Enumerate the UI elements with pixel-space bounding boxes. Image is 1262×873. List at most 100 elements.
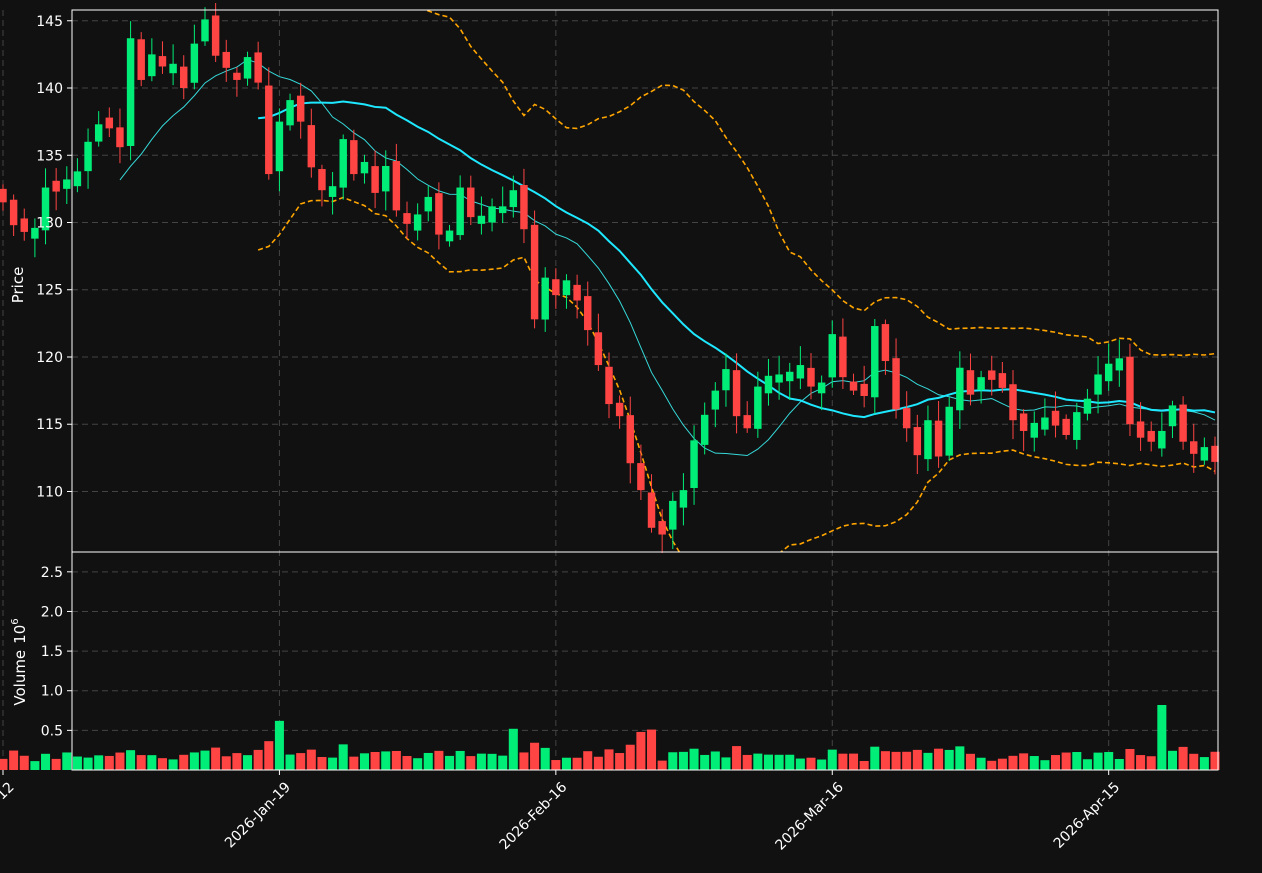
- volume-axis-label: Volume 106: [10, 618, 29, 705]
- candle-body: [807, 367, 815, 387]
- volume-bar: [264, 741, 274, 770]
- volume-bar: [391, 750, 401, 770]
- volume-bar: [200, 750, 210, 770]
- candle-body: [1136, 421, 1145, 438]
- candle-body: [679, 490, 688, 508]
- volume-bar: [1072, 752, 1082, 770]
- volume-bar: [817, 759, 827, 770]
- candle-body: [1062, 418, 1070, 435]
- volume-bar: [923, 752, 933, 770]
- volume-bar: [976, 757, 986, 770]
- volume-bar: [647, 729, 657, 770]
- volume-bar: [657, 760, 667, 770]
- volume-bar: [870, 746, 880, 770]
- candle-body: [1009, 384, 1017, 421]
- volume-bar: [721, 757, 731, 770]
- volume-bar: [1136, 755, 1146, 770]
- volume-bar: [710, 751, 720, 770]
- candle-body: [647, 492, 656, 528]
- volume-bar: [636, 731, 646, 770]
- candle-body: [786, 371, 794, 382]
- volume-bar: [285, 754, 295, 770]
- candle-body: [764, 375, 773, 394]
- candle-body: [1094, 374, 1102, 395]
- price-tick-label: 145: [36, 14, 63, 30]
- volume-tick-label: 2.5: [41, 565, 63, 581]
- volume-bar: [955, 746, 965, 770]
- volume-tick-label: 1.0: [41, 684, 63, 700]
- volume-bar: [1093, 752, 1103, 770]
- volume-label-base: Volume: [11, 650, 29, 706]
- volume-bar: [476, 753, 486, 770]
- candle-body: [1147, 430, 1155, 442]
- candle-body: [126, 38, 135, 146]
- candle-body: [105, 117, 114, 129]
- price-tick-label: 125: [36, 283, 63, 299]
- volume-bar: [1051, 755, 1061, 770]
- candle-body: [573, 284, 581, 301]
- volume-bar: [1199, 757, 1209, 770]
- volume-bar: [1029, 756, 1039, 770]
- volume-bar: [157, 758, 167, 770]
- candle-body: [1115, 358, 1124, 371]
- candle-body: [73, 171, 82, 187]
- volume-bar: [30, 761, 40, 770]
- volume-bar: [700, 754, 710, 770]
- candle-body: [116, 127, 124, 148]
- volume-bar: [349, 756, 359, 770]
- candle-body: [350, 140, 358, 175]
- candle-body: [63, 179, 71, 189]
- candle-body: [392, 161, 401, 211]
- candle-body: [94, 124, 103, 142]
- volume-bar: [136, 755, 146, 770]
- volume-bar: [912, 749, 922, 770]
- candle-body: [1041, 417, 1049, 430]
- candle-body: [328, 186, 337, 197]
- candle-body: [243, 57, 252, 79]
- candle-body: [201, 19, 209, 42]
- volume-bar: [806, 757, 816, 770]
- candle-body: [498, 206, 507, 214]
- volume-bar: [561, 757, 571, 770]
- candle-body: [934, 420, 943, 457]
- volume-bar: [540, 747, 550, 770]
- volume-bar: [72, 756, 82, 770]
- price-tick-label: 140: [36, 81, 63, 97]
- volume-bar: [9, 750, 19, 770]
- volume-bar: [987, 760, 997, 770]
- candle-body: [1200, 447, 1209, 461]
- candle-body: [424, 196, 432, 212]
- volume-bar: [1125, 749, 1135, 770]
- candle-body: [286, 100, 294, 126]
- volume-bar: [179, 754, 189, 770]
- volume-bar: [732, 746, 742, 770]
- volume-bar: [689, 748, 699, 770]
- candle-body: [828, 334, 836, 378]
- volume-bar: [827, 749, 837, 770]
- candle-body: [488, 206, 496, 223]
- candle-body: [775, 374, 783, 383]
- volume-bar: [338, 744, 348, 770]
- volume-bar: [147, 755, 157, 770]
- candle-body: [722, 369, 730, 391]
- volume-tick-label: 1.5: [41, 644, 63, 660]
- candle-body: [296, 95, 305, 122]
- volume-bar: [530, 742, 540, 770]
- volume-bar: [678, 751, 688, 770]
- candle-body: [180, 66, 188, 89]
- volume-bar: [455, 750, 465, 770]
- price-tick-label: 130: [36, 215, 63, 231]
- volume-bar: [94, 755, 104, 770]
- candle-body: [477, 215, 486, 224]
- volume-bar: [849, 753, 859, 770]
- candle-body: [222, 51, 230, 68]
- volume-bar: [763, 754, 773, 770]
- volume-bar: [742, 754, 752, 770]
- volume-bar: [891, 751, 901, 770]
- price-tick-label: 135: [36, 148, 63, 164]
- candle-body: [509, 190, 518, 208]
- volume-bar: [902, 751, 912, 770]
- volume-bar: [625, 744, 635, 770]
- candle-body: [1030, 422, 1038, 438]
- candle-body: [382, 166, 390, 192]
